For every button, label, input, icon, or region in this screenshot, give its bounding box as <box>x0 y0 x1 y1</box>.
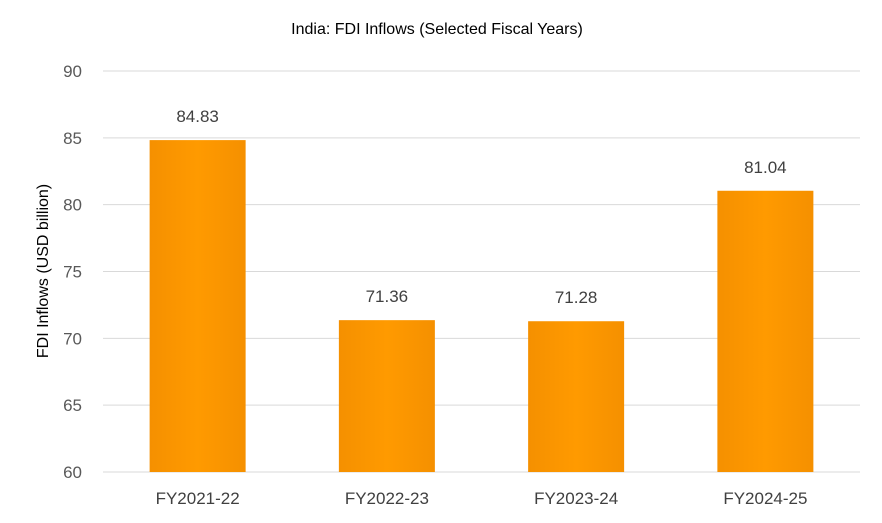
chart-title: India: FDI Inflows (Selected Fiscal Year… <box>291 21 583 38</box>
bar <box>338 320 435 472</box>
x-tick-label: FY2024-25 <box>723 489 807 508</box>
bar <box>149 140 246 473</box>
x-tick-label: FY2023-24 <box>534 489 618 508</box>
y-tick-label: 60 <box>63 463 82 482</box>
x-tick-label: FY2021-22 <box>156 489 240 508</box>
y-tick-label: 80 <box>63 196 82 215</box>
data-label: 81.04 <box>744 158 787 177</box>
bar <box>717 190 814 473</box>
data-label: 71.36 <box>366 287 409 306</box>
bar <box>528 321 625 472</box>
data-label: 71.28 <box>555 288 598 307</box>
y-axis-label: FDI Inflows (USD billion) <box>35 184 52 358</box>
y-tick-label: 65 <box>63 396 82 415</box>
y-tick-label: 70 <box>63 329 82 348</box>
y-tick-label: 85 <box>63 129 82 148</box>
y-tick-label: 75 <box>63 263 82 282</box>
data-label: 84.83 <box>176 107 219 126</box>
y-tick-label: 90 <box>63 62 82 81</box>
x-tick-label: FY2022-23 <box>345 489 429 508</box>
